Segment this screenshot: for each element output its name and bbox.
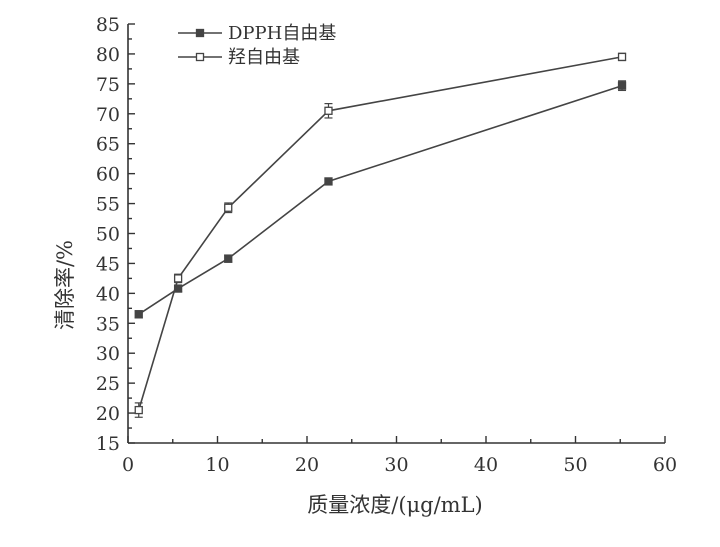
x-tick-label: 30 — [384, 454, 408, 476]
series-line — [138, 84, 623, 315]
y-tick-label: 50 — [96, 224, 120, 246]
y-tick-label: 85 — [96, 14, 120, 36]
data-point — [134, 310, 143, 319]
y-tick-label: 25 — [96, 373, 120, 395]
data-point — [617, 81, 627, 90]
y-tick-label: 35 — [96, 313, 120, 335]
data-point — [134, 405, 143, 415]
data-point — [324, 177, 333, 186]
y-axis-ticks: 15 20 25 30 35 40 45 50 55 60 65 70 75 80 85 — [96, 14, 135, 455]
legend-item: DPPH自由基 — [178, 23, 336, 44]
y-tick-label: 40 — [96, 283, 120, 305]
y-tick-label: 30 — [96, 343, 120, 365]
data-point — [173, 274, 183, 283]
data-point — [617, 52, 627, 62]
y-tick-label: 80 — [96, 44, 120, 66]
legend-label: 羟自由基 — [228, 47, 300, 68]
x-axis-title: 质量浓度/(μg/mL) — [307, 493, 483, 517]
x-tick-label: 50 — [563, 454, 587, 476]
x-axis-ticks: 0 10 20 30 40 50 60 — [122, 436, 677, 476]
y-tick-label: 65 — [96, 134, 120, 156]
data-point — [224, 203, 233, 212]
y-axis-title: 清除率/% — [53, 240, 77, 330]
legend-marker — [195, 28, 205, 38]
y-tick-label: 60 — [96, 164, 120, 186]
y-tick-label: 75 — [96, 74, 120, 96]
x-tick-label: 10 — [205, 454, 229, 476]
y-tick-label: 15 — [96, 433, 120, 455]
x-tick-label: 20 — [295, 454, 319, 476]
x-tick-label: 0 — [122, 454, 134, 476]
data-point — [324, 106, 333, 115]
x-tick-label: 40 — [474, 454, 498, 476]
plot-area — [134, 52, 627, 418]
y-tick-label: 70 — [96, 104, 120, 126]
legend-item: 羟自由基 — [178, 47, 300, 68]
axes — [127, 24, 665, 444]
y-tick-label: 20 — [96, 403, 120, 425]
legend-label: DPPH自由基 — [228, 23, 336, 44]
legend-marker — [195, 52, 205, 62]
y-tick-label: 45 — [96, 253, 120, 275]
series-2 — [134, 52, 627, 418]
data-point — [224, 254, 233, 263]
series-1 — [134, 80, 627, 319]
x-tick-label: 60 — [653, 454, 677, 476]
y-tick-label: 55 — [96, 194, 120, 216]
